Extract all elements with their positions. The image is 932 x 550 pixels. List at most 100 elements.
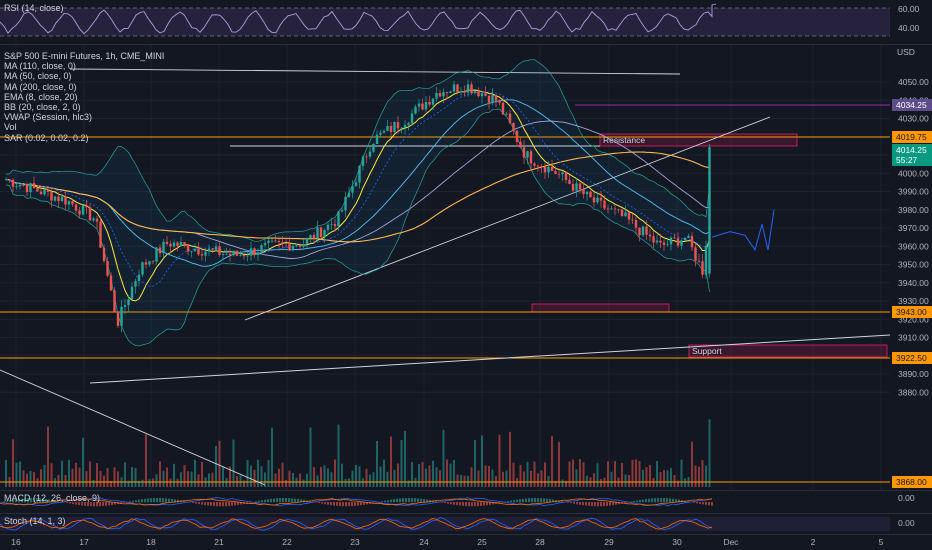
ma50-line[interactable] bbox=[5, 99, 710, 267]
macd-hist-bar bbox=[501, 502, 503, 503]
candle-body bbox=[375, 134, 379, 145]
volume-bar bbox=[516, 477, 518, 487]
volume-bar bbox=[61, 460, 63, 487]
candle-body bbox=[200, 254, 204, 256]
candle-body bbox=[46, 189, 50, 193]
candle-body bbox=[431, 98, 435, 105]
macd-hist-bar bbox=[573, 502, 575, 504]
candle-body bbox=[15, 186, 18, 188]
macd-hist-bar bbox=[660, 498, 662, 503]
candle-body bbox=[407, 123, 410, 125]
candle-body bbox=[396, 122, 400, 129]
price-axis[interactable]: 3880.003890.003900.003910.003920.003930.… bbox=[898, 77, 929, 397]
candle-body bbox=[669, 237, 673, 245]
candle-body bbox=[25, 185, 29, 193]
volume-bar bbox=[698, 466, 700, 487]
price-tick-label: 4030.00 bbox=[898, 114, 929, 124]
legend-vwap[interactable]: VWAP (Session, hlc3) bbox=[4, 112, 93, 123]
candle-body bbox=[242, 254, 246, 257]
candle-body bbox=[305, 238, 309, 245]
macd-hist-bar bbox=[81, 502, 83, 506]
macd-hist-bar bbox=[348, 502, 350, 507]
macd-hist-bar bbox=[75, 502, 77, 505]
volume-bar bbox=[344, 478, 347, 487]
candle-body bbox=[613, 208, 617, 210]
volume-bar bbox=[624, 474, 627, 487]
symbol-title[interactable]: S&P 500 E-mini Futures, 1h, CME_MINI bbox=[4, 51, 165, 61]
legend-ma200[interactable]: MA (200, close, 0) bbox=[4, 81, 77, 92]
legend-vol[interactable]: Vol bbox=[4, 122, 17, 133]
descending-trendline[interactable] bbox=[0, 369, 266, 486]
candle-body bbox=[382, 130, 386, 133]
candle-body bbox=[410, 113, 414, 124]
ascending-trendline[interactable] bbox=[244, 116, 771, 321]
macd-histogram bbox=[0, 498, 713, 507]
candle-body bbox=[330, 224, 333, 225]
macd-hist-bar bbox=[702, 502, 704, 505]
tag-4034-bg bbox=[892, 99, 932, 111]
legend-ema8[interactable]: EMA (8, close, 20) bbox=[4, 91, 78, 102]
candle-body bbox=[571, 183, 575, 191]
volume-bar bbox=[708, 419, 711, 487]
demand-zone[interactable] bbox=[531, 303, 670, 313]
macd-hist-bar bbox=[654, 498, 656, 503]
macd-hist-bar bbox=[165, 498, 167, 503]
volume-bar bbox=[484, 465, 487, 487]
macd-hist-bar bbox=[420, 498, 422, 503]
candle-body bbox=[540, 166, 543, 167]
macd-hist-bar bbox=[411, 498, 413, 503]
volume-bar bbox=[148, 479, 151, 487]
volume-bar bbox=[453, 460, 455, 487]
candle-body bbox=[361, 156, 365, 166]
currency-label: USD bbox=[897, 47, 915, 57]
macd-hist-bar bbox=[183, 500, 185, 503]
top-trendline[interactable] bbox=[69, 68, 681, 75]
legend-ma110[interactable]: MA (110, close, 0) bbox=[4, 61, 76, 72]
volume-bar bbox=[197, 474, 200, 487]
volume-bar bbox=[302, 479, 305, 487]
volume-bar bbox=[22, 470, 25, 487]
macd-hist-bar bbox=[666, 498, 668, 503]
volume-bar bbox=[57, 474, 60, 487]
candle-body bbox=[508, 113, 512, 123]
macd-hist-bar bbox=[582, 502, 584, 506]
volume-bar bbox=[449, 463, 452, 487]
volume-bar bbox=[463, 475, 466, 487]
candle-body bbox=[127, 299, 130, 306]
macd-signal-line bbox=[0, 498, 713, 506]
legend-sar[interactable]: SAR (0.02, 0.02, 0.2) bbox=[4, 132, 89, 143]
candle-body bbox=[568, 179, 571, 184]
time-axis[interactable]: 16 17 18 21 22 23 24 25 28 29 30 Dec 2 5 bbox=[0, 534, 932, 550]
bollinger-bands bbox=[5, 59, 710, 347]
candle-body bbox=[85, 205, 88, 208]
main-chart-pane[interactable]: Resistance Support 3880.003890.003900.00… bbox=[0, 45, 932, 491]
candle-body bbox=[701, 261, 704, 275]
candle-body bbox=[239, 254, 242, 256]
candle-body bbox=[102, 247, 106, 262]
volume-bar bbox=[134, 467, 137, 487]
candle-body bbox=[337, 211, 340, 227]
macd-hist-bar bbox=[327, 502, 329, 505]
volume-bar bbox=[50, 463, 53, 487]
ema8-line[interactable] bbox=[5, 89, 710, 302]
legend-bb[interactable]: BB (20, close, 2, 0) bbox=[4, 102, 81, 113]
candle-body bbox=[638, 227, 641, 236]
support-trendline[interactable] bbox=[89, 334, 891, 384]
macd-hist-bar bbox=[285, 498, 287, 503]
projection-path[interactable] bbox=[711, 209, 775, 252]
volume-bar bbox=[638, 460, 641, 487]
volume-bar bbox=[390, 436, 392, 487]
candle-body bbox=[365, 156, 368, 158]
volume-bar bbox=[442, 429, 445, 487]
volume-bar bbox=[239, 475, 242, 487]
volume-bar bbox=[383, 459, 385, 487]
ma200-line[interactable] bbox=[5, 151, 710, 243]
macd-hist-bar bbox=[255, 501, 257, 503]
rsi-line bbox=[0, 3, 717, 35]
volume-bar bbox=[141, 479, 144, 487]
legend-ma50[interactable]: MA (50, close, 0) bbox=[4, 71, 72, 82]
support-zone[interactable] bbox=[688, 344, 888, 358]
macd-hist-bar bbox=[597, 502, 599, 507]
candle-body bbox=[309, 235, 312, 239]
macd-hist-bar bbox=[642, 499, 644, 503]
